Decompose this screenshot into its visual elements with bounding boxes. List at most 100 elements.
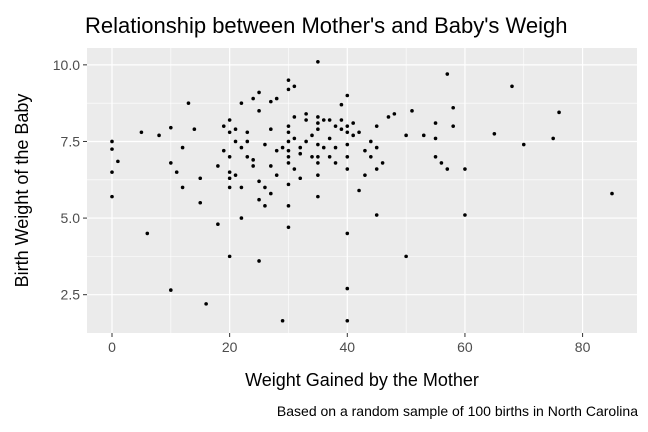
plot-panel bbox=[87, 48, 637, 333]
data-point bbox=[316, 194, 320, 199]
data-point bbox=[310, 154, 314, 159]
data-point bbox=[445, 72, 450, 76]
data-point bbox=[463, 167, 467, 171]
data-point bbox=[174, 170, 179, 174]
data-point bbox=[510, 84, 514, 89]
data-point bbox=[269, 99, 273, 104]
data-point bbox=[110, 170, 114, 174]
data-point bbox=[286, 182, 291, 187]
data-point bbox=[357, 188, 361, 193]
data-point bbox=[286, 148, 291, 153]
data-point bbox=[198, 200, 203, 205]
data-point bbox=[227, 176, 232, 181]
data-point bbox=[280, 145, 285, 150]
data-points bbox=[110, 59, 614, 323]
data-point bbox=[316, 154, 320, 159]
data-point bbox=[286, 204, 291, 208]
data-point bbox=[157, 133, 161, 138]
data-point bbox=[204, 302, 208, 306]
data-point bbox=[339, 118, 344, 122]
data-point bbox=[610, 191, 614, 196]
data-point bbox=[233, 127, 238, 132]
data-point bbox=[433, 154, 438, 159]
data-point bbox=[404, 133, 408, 138]
data-point bbox=[345, 231, 350, 236]
data-point bbox=[221, 124, 226, 128]
data-point bbox=[327, 136, 332, 141]
data-point bbox=[445, 167, 450, 171]
data-point bbox=[345, 167, 350, 171]
data-point bbox=[233, 139, 238, 144]
data-point bbox=[227, 130, 232, 135]
y-axis-title: Birth Weight of the Baby bbox=[12, 94, 32, 288]
data-point bbox=[286, 161, 291, 165]
data-point bbox=[257, 259, 261, 263]
data-point bbox=[345, 142, 350, 147]
data-point bbox=[145, 231, 150, 236]
data-point bbox=[227, 254, 232, 259]
data-point bbox=[304, 139, 308, 144]
data-point bbox=[421, 133, 426, 138]
x-axis-ticks: 0 20 40 60 80 bbox=[108, 333, 591, 355]
data-point bbox=[186, 101, 191, 105]
data-point bbox=[227, 170, 232, 174]
y-tick-label: 10.0 bbox=[53, 57, 80, 73]
data-point bbox=[380, 161, 385, 165]
data-point bbox=[316, 121, 320, 125]
data-point bbox=[227, 118, 232, 122]
data-point bbox=[351, 133, 355, 138]
data-point bbox=[345, 130, 350, 135]
data-point bbox=[274, 173, 279, 177]
data-point bbox=[410, 109, 414, 113]
data-point bbox=[286, 154, 291, 159]
data-point bbox=[245, 130, 250, 135]
chart-title: Relationship between Mother's and Baby's… bbox=[85, 13, 568, 38]
data-point bbox=[169, 125, 173, 130]
data-point bbox=[298, 176, 303, 181]
data-point bbox=[374, 124, 379, 128]
x-tick-label: 80 bbox=[575, 339, 591, 355]
data-point bbox=[251, 158, 255, 162]
data-point bbox=[316, 161, 320, 165]
data-point bbox=[374, 167, 379, 171]
data-point bbox=[251, 164, 255, 168]
data-point bbox=[363, 173, 367, 177]
data-point bbox=[221, 148, 226, 153]
data-point bbox=[286, 130, 291, 135]
data-point bbox=[404, 254, 408, 259]
data-point bbox=[139, 130, 144, 135]
data-point bbox=[227, 185, 232, 190]
data-point bbox=[327, 154, 332, 159]
data-point bbox=[316, 142, 320, 147]
data-point bbox=[304, 112, 308, 116]
data-point bbox=[363, 148, 367, 153]
data-point bbox=[245, 139, 250, 144]
data-point bbox=[263, 142, 267, 147]
data-point bbox=[257, 197, 261, 202]
minor-gridlines bbox=[87, 48, 637, 333]
data-point bbox=[239, 101, 244, 105]
y-axis-ticks: 2.5 5.0 7.5 10.0 bbox=[53, 57, 87, 303]
data-point bbox=[216, 222, 220, 227]
data-point bbox=[339, 127, 344, 132]
data-point bbox=[374, 145, 379, 150]
data-point bbox=[257, 109, 261, 113]
data-point bbox=[216, 164, 220, 168]
data-point bbox=[345, 124, 350, 128]
data-point bbox=[433, 136, 438, 141]
data-point bbox=[492, 132, 497, 136]
data-point bbox=[192, 127, 197, 132]
data-point bbox=[280, 318, 285, 323]
data-point bbox=[110, 194, 114, 199]
data-point bbox=[269, 191, 273, 196]
data-point bbox=[292, 115, 297, 119]
data-point bbox=[286, 139, 291, 144]
data-point bbox=[521, 142, 526, 147]
x-tick-label: 20 bbox=[222, 339, 238, 355]
data-point bbox=[351, 121, 355, 125]
data-point bbox=[463, 213, 467, 217]
data-point bbox=[345, 154, 350, 159]
data-point bbox=[557, 110, 561, 115]
data-point bbox=[251, 96, 255, 101]
data-point bbox=[274, 96, 279, 101]
